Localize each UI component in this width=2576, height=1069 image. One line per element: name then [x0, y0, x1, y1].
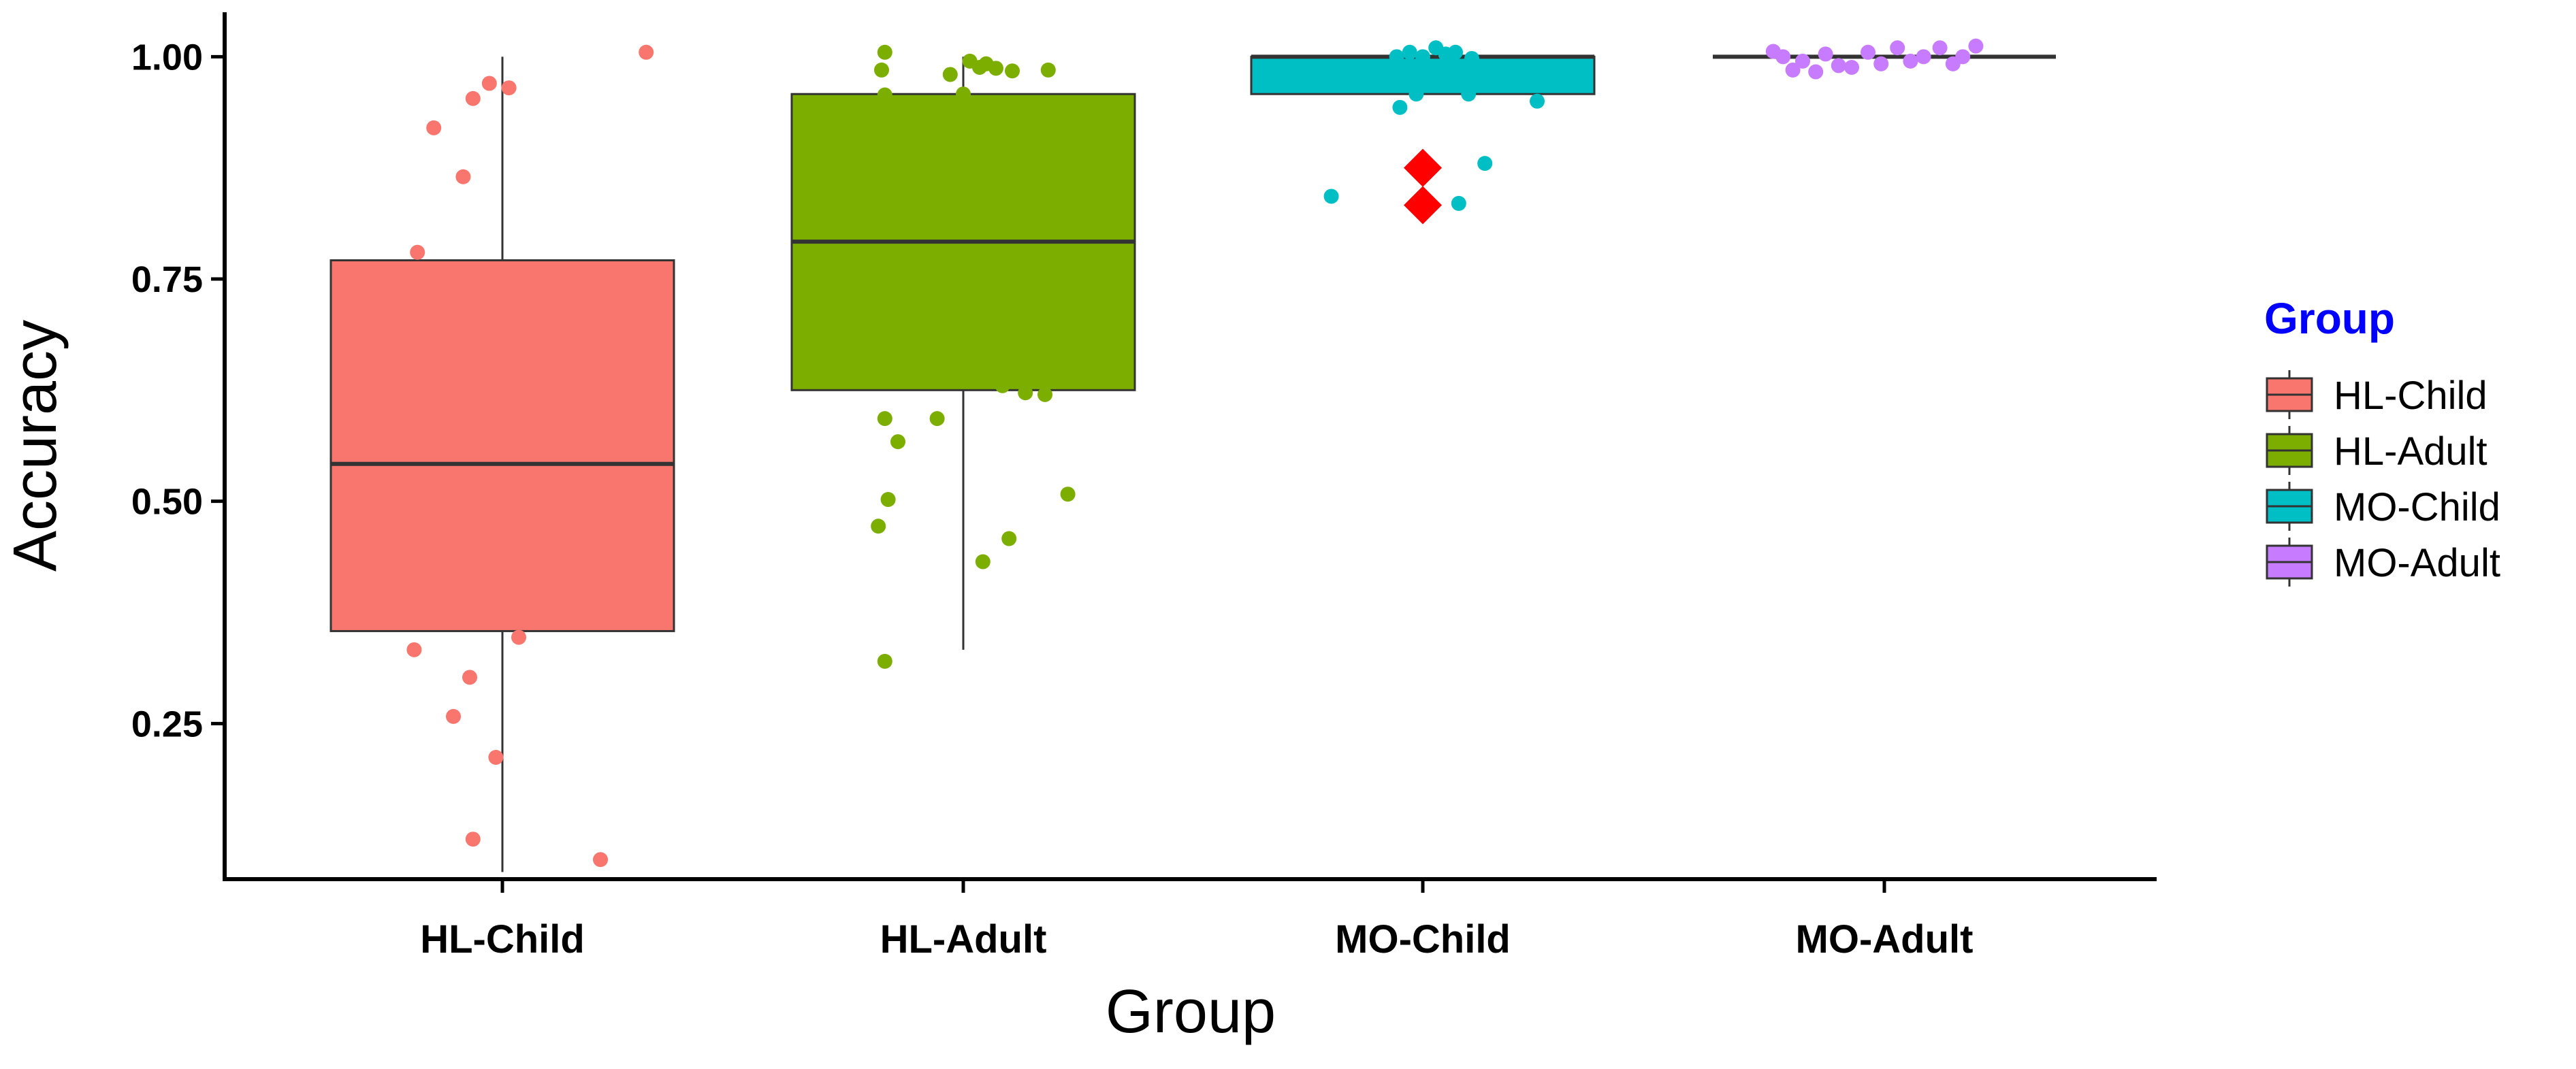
plot-area — [329, 38, 2056, 872]
data-point — [877, 87, 892, 103]
data-point — [481, 76, 497, 91]
data-point — [877, 653, 892, 669]
y-tick-label: 0.25 — [131, 704, 203, 744]
data-point — [1323, 188, 1339, 204]
data-point — [1765, 44, 1781, 59]
x-tick-label: HL-Adult — [880, 917, 1047, 961]
data-point — [1448, 44, 1463, 60]
box-group-hl-child — [329, 44, 675, 872]
data-point — [1060, 487, 1076, 502]
data-point — [1831, 58, 1846, 73]
data-point — [1018, 385, 1033, 401]
data-point — [1005, 63, 1020, 79]
data-point — [1903, 53, 1918, 69]
data-point — [877, 411, 892, 427]
data-point — [465, 91, 481, 106]
data-point — [1040, 62, 1056, 78]
data-point — [1932, 40, 1948, 56]
legend-item-hl-child: HL-Child — [2266, 370, 2488, 419]
data-point — [1844, 60, 1859, 76]
legend: Group HL-Child HL-Adult MO-Child MO-Adult — [2264, 294, 2500, 587]
data-point — [988, 61, 1003, 76]
legend-title: Group — [2264, 294, 2395, 343]
x-tick-label: MO-Child — [1335, 917, 1511, 961]
data-point — [1530, 93, 1545, 109]
y-axis-title: Accuracy — [1, 320, 69, 572]
box — [329, 259, 675, 632]
data-point — [956, 86, 971, 102]
legend-label: HL-Child — [2334, 374, 2488, 418]
data-point — [929, 411, 945, 427]
legend-label: MO-Child — [2334, 485, 2500, 529]
box-group-hl-adult — [790, 44, 1136, 669]
data-point — [1968, 38, 1984, 54]
data-point — [593, 852, 608, 868]
axes: 0.25 0.50 0.75 1.00 HL-Child HL-Adult MO-Child… — [131, 12, 2157, 961]
data-point — [465, 832, 481, 847]
data-point — [880, 492, 896, 508]
box-group-mo-child — [1250, 40, 1596, 225]
data-point — [1916, 49, 1931, 65]
data-point — [1389, 49, 1404, 65]
box-group-mo-adult — [1713, 38, 2056, 80]
data-point — [511, 629, 526, 645]
data-point — [1001, 531, 1017, 546]
data-point — [501, 80, 517, 96]
data-point — [1402, 44, 1417, 60]
y-tick-label: 1.00 — [131, 37, 203, 78]
data-point — [972, 60, 987, 76]
data-point — [1461, 86, 1477, 102]
data-point — [1037, 387, 1052, 402]
data-point — [1392, 99, 1408, 115]
legend-label: MO-Adult — [2334, 541, 2500, 585]
y-tick-label: 0.50 — [131, 482, 203, 523]
data-point — [426, 120, 442, 135]
x-tick-label: MO-Adult — [1796, 917, 1974, 961]
data-point — [1861, 44, 1875, 60]
data-point — [874, 62, 889, 78]
data-point — [1795, 53, 1810, 69]
data-point — [1477, 156, 1493, 171]
data-point — [995, 378, 1010, 393]
legend-item-mo-adult: MO-Adult — [2266, 538, 2500, 587]
data-point — [1955, 49, 1971, 65]
data-point — [975, 554, 991, 570]
data-point — [877, 44, 892, 60]
legend-label: HL-Adult — [2334, 429, 2488, 474]
data-point — [890, 434, 905, 450]
data-point — [1464, 50, 1479, 66]
outlier-point — [1404, 186, 1442, 225]
x-tick-label: HL-Child — [420, 917, 585, 961]
data-point — [1808, 64, 1824, 80]
outlier-point — [1404, 148, 1442, 187]
data-point — [871, 519, 886, 534]
data-point — [406, 642, 422, 657]
data-point — [1408, 86, 1424, 102]
legend-item-hl-adult: HL-Adult — [2266, 426, 2488, 475]
data-point — [1415, 49, 1430, 65]
data-point — [455, 169, 471, 184]
data-point — [1451, 195, 1466, 211]
data-point — [1818, 46, 1833, 62]
data-point — [639, 44, 654, 60]
x-axis-title: Group — [1106, 978, 1276, 1046]
data-point — [1785, 62, 1801, 78]
data-point — [462, 670, 477, 685]
legend-item-mo-child: MO-Child — [2266, 482, 2500, 531]
data-point — [942, 67, 958, 82]
y-tick-label: 0.75 — [131, 259, 203, 300]
data-point — [1873, 56, 1889, 71]
data-point — [1890, 40, 1905, 56]
data-point — [446, 708, 461, 724]
data-point — [488, 749, 504, 765]
data-point — [410, 244, 425, 260]
